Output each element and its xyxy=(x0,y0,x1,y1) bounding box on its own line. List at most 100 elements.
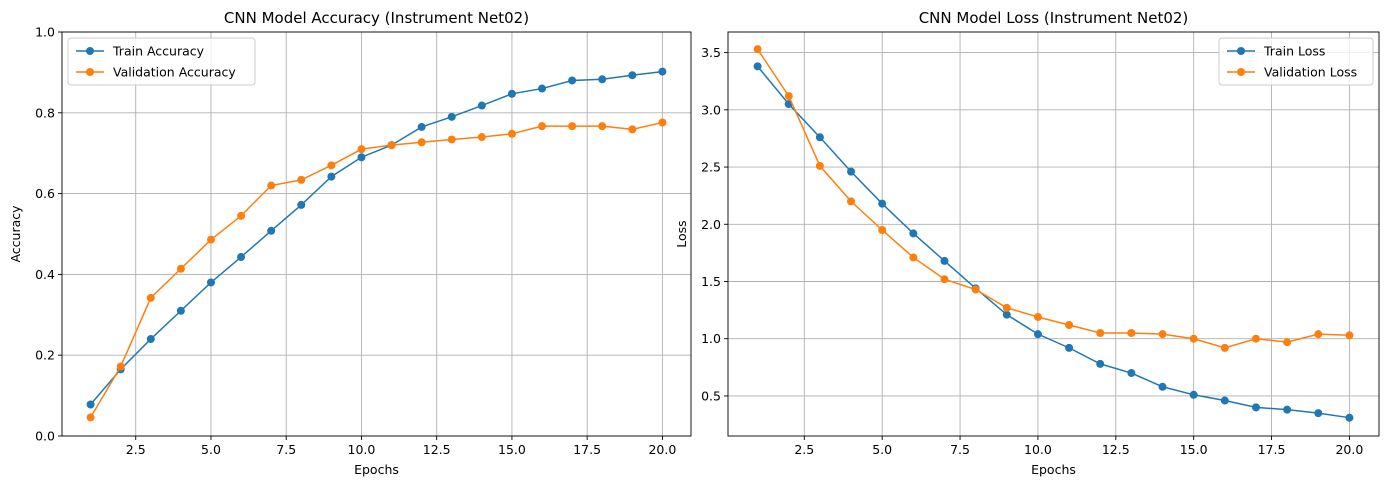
data-point xyxy=(1314,409,1323,418)
x-tick-label: 10.0 xyxy=(1024,442,1052,457)
data-point xyxy=(447,112,456,121)
data-point xyxy=(176,306,185,315)
data-point xyxy=(1002,310,1011,319)
x-tick-label: 17.5 xyxy=(1258,442,1286,457)
data-point xyxy=(538,84,547,93)
y-tick-label: 0.5 xyxy=(701,388,721,403)
y-tick-label: 3.5 xyxy=(701,45,721,60)
data-point xyxy=(357,153,366,162)
data-point xyxy=(146,335,155,344)
data-point xyxy=(940,275,949,284)
data-point xyxy=(1002,303,1011,312)
data-point xyxy=(417,122,426,131)
data-point xyxy=(971,285,980,294)
legend: Train Accuracy Validation Accuracy xyxy=(67,37,256,86)
data-point xyxy=(146,293,155,302)
data-point xyxy=(1314,330,1323,339)
data-point xyxy=(878,199,887,208)
data-point xyxy=(1345,331,1354,340)
data-point xyxy=(1283,405,1292,414)
data-point xyxy=(1220,396,1229,405)
data-point xyxy=(1189,390,1198,399)
x-axis-label: Epochs xyxy=(1031,462,1076,477)
data-point xyxy=(784,92,793,101)
data-point xyxy=(1096,328,1105,337)
x-tick-label: 7.5 xyxy=(950,442,970,457)
data-point xyxy=(815,133,824,142)
data-point xyxy=(909,253,918,262)
grid xyxy=(728,32,1379,436)
data-point xyxy=(507,89,516,98)
data-point xyxy=(417,138,426,147)
x-axis-label: Epochs xyxy=(354,462,399,477)
legend-swatch-marker xyxy=(1237,47,1245,55)
y-tick-label: 1.0 xyxy=(35,25,55,40)
data-point xyxy=(1127,369,1136,378)
data-point xyxy=(507,129,516,138)
data-point xyxy=(477,133,486,142)
data-point xyxy=(658,118,667,127)
y-axis-label: Accuracy xyxy=(8,205,23,263)
data-point xyxy=(237,253,246,262)
x-tick-label: 12.5 xyxy=(1102,442,1130,457)
legend-swatch-marker xyxy=(1237,68,1245,76)
data-point xyxy=(1345,413,1354,422)
data-point xyxy=(1065,320,1074,329)
data-point xyxy=(1158,330,1167,339)
data-point xyxy=(878,225,887,234)
series-train-loss xyxy=(753,62,1354,422)
y-tick-label: 2.0 xyxy=(701,217,721,232)
y-tick-label: 0.0 xyxy=(35,429,55,444)
x-tick-label: 2.5 xyxy=(126,442,146,457)
x-tick-label: 20.0 xyxy=(1335,442,1363,457)
x-tick-label: 7.5 xyxy=(276,442,296,457)
y-tick-label: 1.0 xyxy=(701,331,721,346)
legend-frame xyxy=(1218,37,1374,86)
data-point xyxy=(267,181,276,190)
data-point xyxy=(940,256,949,265)
accuracy-chart: CNN Model Accuracy (Instrument Net02) Ep… xyxy=(8,9,692,477)
data-point xyxy=(598,75,607,84)
data-point xyxy=(1033,312,1042,321)
data-point xyxy=(206,235,215,244)
legend-swatch-marker xyxy=(86,68,94,76)
plot-frame xyxy=(727,31,1380,437)
data-point xyxy=(1158,382,1167,391)
data-point xyxy=(206,278,215,287)
data-point xyxy=(628,125,637,134)
data-point xyxy=(847,197,856,206)
data-point xyxy=(753,62,762,71)
x-tick-label: 5.0 xyxy=(872,442,892,457)
chart-title: CNN Model Loss (Instrument Net02) xyxy=(919,9,1189,27)
data-point xyxy=(1127,328,1136,337)
x-tick-label: 20.0 xyxy=(648,442,676,457)
y-tick-label: 3.0 xyxy=(701,102,721,117)
data-point xyxy=(1096,359,1105,368)
loss-chart: CNN Model Loss (Instrument Net02) Epochs… xyxy=(674,9,1380,477)
data-point xyxy=(357,145,366,154)
y-tick-label: 0.8 xyxy=(35,105,55,120)
data-point xyxy=(327,161,336,170)
data-point xyxy=(628,71,637,80)
data-point xyxy=(847,167,856,176)
series-line xyxy=(757,65,1350,419)
data-point xyxy=(753,45,762,54)
data-point xyxy=(116,362,125,371)
data-point xyxy=(1251,403,1260,412)
chart-title: CNN Model Accuracy (Instrument Net02) xyxy=(224,9,529,27)
y-axis-label: Loss xyxy=(674,220,689,247)
data-point xyxy=(909,229,918,238)
legend-label: Train Loss xyxy=(1263,44,1325,59)
data-point xyxy=(1251,334,1260,343)
x-tick-label: 10.0 xyxy=(348,442,376,457)
data-point xyxy=(568,76,577,85)
y-tick-label: 2.5 xyxy=(701,160,721,175)
data-point xyxy=(297,200,306,209)
data-point xyxy=(267,226,276,235)
data-point xyxy=(1283,338,1292,347)
series-validation-loss xyxy=(753,45,1354,352)
data-point xyxy=(86,400,95,409)
data-point xyxy=(176,264,185,273)
grid xyxy=(62,31,691,437)
